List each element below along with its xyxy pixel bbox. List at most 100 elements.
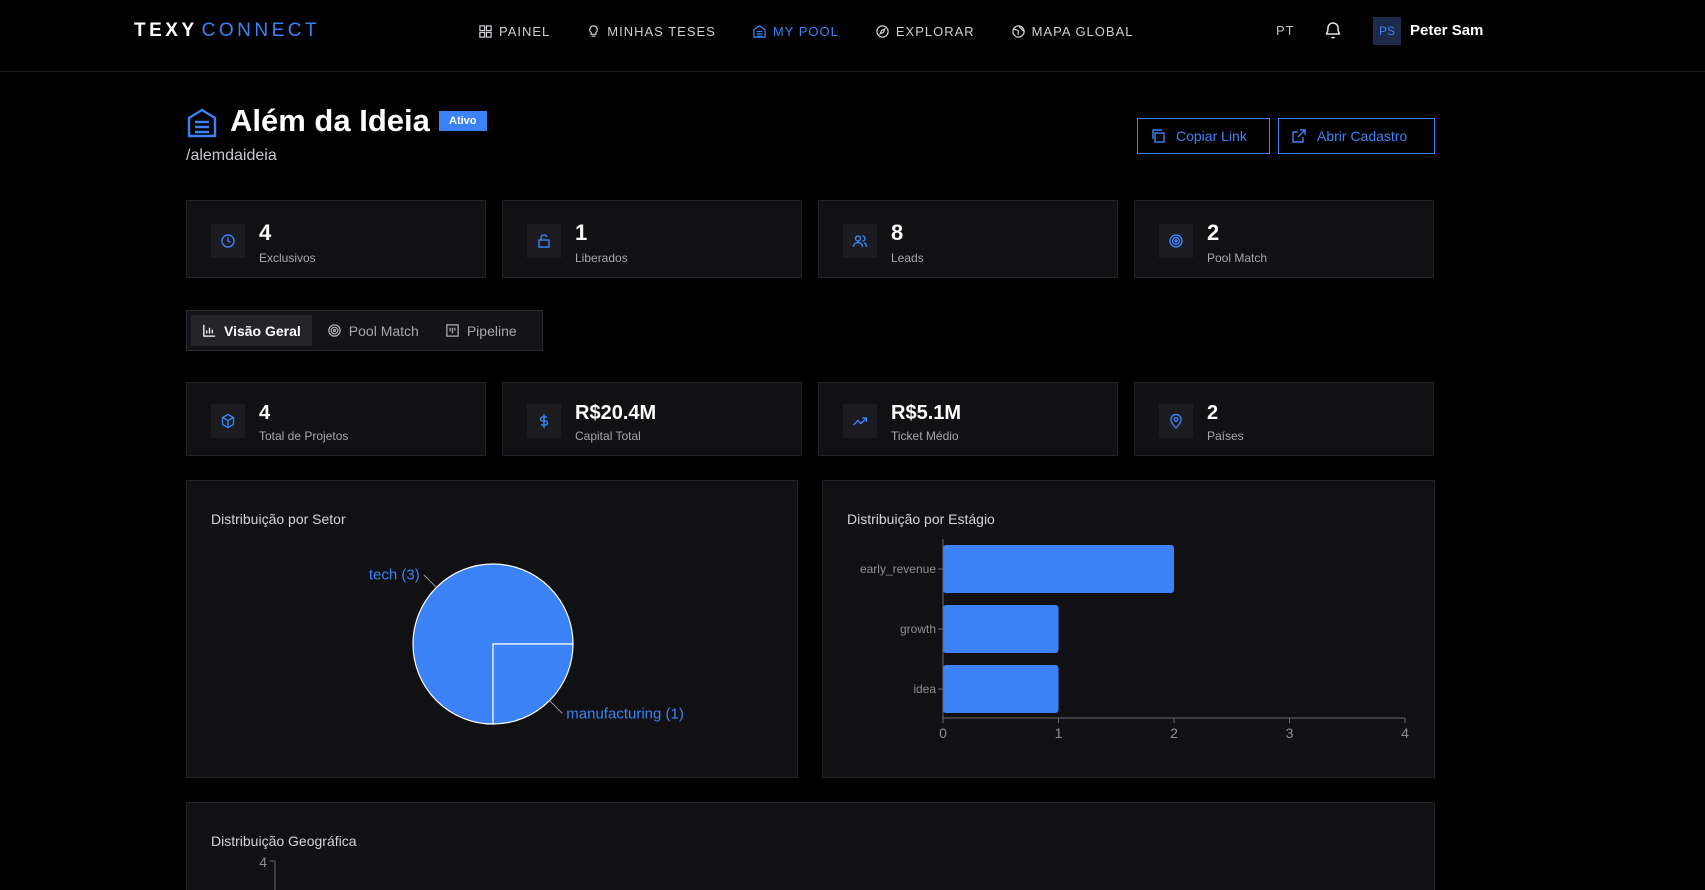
dollar-icon [539,414,549,428]
metric-label: Capital Total [575,429,641,443]
user-name[interactable]: Peter Sam [1410,22,1484,39]
bell-icon[interactable] [1324,20,1342,40]
metric-card-ticket-medio: R$5.1M Ticket Médio [818,382,1118,456]
metric-value: 2 [1207,402,1219,424]
open-register-button[interactable]: Abrir Cadastro [1278,118,1435,154]
clock-icon [221,234,235,248]
building-icon [187,108,217,138]
tab-label: Visão Geral [224,322,301,339]
stat-value: 8 [891,220,904,245]
stat-card-exclusivos: 4 Exclusivos [186,200,486,278]
metric-label: Total de Projetos [259,429,349,443]
stat-card-pool-match: 2 Pool Match [1134,200,1434,278]
brand-secondary: CONNECT [201,20,321,41]
x-tick-label: 1 [1055,725,1063,741]
nav-minhas-teses-label: MINHAS TESES [607,23,716,39]
stat-icon-box [527,404,561,438]
tab-pool-match[interactable]: Pool Match [316,315,430,346]
copy-link-label: Copiar Link [1176,128,1247,144]
metric-value: R$5.1M [891,402,962,424]
nav-mapa-global[interactable]: MAPA GLOBAL [1011,20,1134,42]
kanban-icon [446,324,459,337]
nav-painel[interactable]: PAINEL [478,20,550,42]
grid-icon [479,24,492,38]
main-nav: PAINEL MINHAS TESES MY POOL EXPLORAR MAP… [478,20,1133,42]
tab-label: Pool Match [348,322,419,339]
stat-label: Leads [891,251,924,265]
nav-explorar-label: EXPLORAR [895,23,975,39]
pie-slice-manufacturing[interactable] [492,643,574,725]
y-tick-label-growth: growth [900,622,936,636]
metric-label: Países [1207,429,1244,443]
lightbulb-icon [589,24,599,37]
metric-value: 4 [259,402,271,424]
pie-label-tech: tech (3) [369,567,420,584]
geo-chart-title: Distribuição Geográfica [211,833,357,849]
metric-card-total-projetos: 4 Total de Projetos [186,382,486,456]
status-badge: Ativo [439,111,487,131]
copy-link-button[interactable]: Copiar Link [1137,118,1270,154]
nav-painel-label: PAINEL [499,23,551,39]
stat-icon-box [843,224,877,258]
copy-icon [1152,129,1165,143]
nav-explorar[interactable]: EXPLORAR [875,20,975,42]
pie-leader-line [423,574,437,588]
page-title: Além da Ideia [230,103,430,138]
language-switcher[interactable]: PT [1276,23,1295,38]
stat-icon-box [1159,404,1193,438]
metric-card-paises: 2 Países [1134,382,1434,456]
map-pin-icon [1170,413,1182,429]
tab-pipeline[interactable]: Pipeline [434,315,528,346]
trending-up-icon [853,417,868,426]
sector-chart-panel: Distribuição por Setor tech (3) manufactu… [186,480,798,778]
stage-chart-title: Distribuição por Estágio [847,511,995,527]
pool-slug: /alemdaideia [186,147,277,164]
bar-growth[interactable] [943,605,1059,653]
sector-chart-title: Distribuição por Setor [211,511,346,527]
building-icon [753,24,766,38]
x-tick-label: 4 [1401,725,1409,741]
unlock-icon [538,234,550,248]
stat-label: Exclusivos [259,251,316,265]
view-tabs: Visão Geral Pool Match Pipeline [186,310,543,351]
metric-label: Ticket Médio [891,429,959,443]
x-tick-label: 2 [1170,725,1178,741]
pie-label-manufacturing: manufacturing (1) [566,705,684,722]
brand-logo[interactable]: TEXY CONNECT [134,20,320,42]
bar-early_revenue[interactable] [943,545,1174,593]
nav-mapa-global-label: MAPA GLOBAL [1031,23,1134,39]
stat-icon-box [211,404,245,438]
stat-label: Liberados [575,251,628,265]
stat-value: 1 [575,220,588,245]
metric-value: R$20.4M [575,402,657,424]
geo-y-tick-label: 4 [259,854,267,870]
target-icon [1169,234,1183,248]
target-icon [328,324,341,337]
y-tick-label-early_revenue: early_revenue [860,562,936,576]
stat-value: 4 [259,220,272,245]
stat-value: 2 [1207,220,1220,245]
x-tick-label: 3 [1286,725,1294,741]
stat-card-liberados: 1 Liberados [502,200,802,278]
y-tick-label-idea: idea [913,682,936,696]
geo-bar-chart: 4 [259,854,276,890]
metric-card-capital-total: R$20.4M Capital Total [502,382,802,456]
pie-leader-line [549,700,563,714]
bar-idea[interactable] [943,665,1059,713]
stat-icon-box [527,224,561,258]
brand-primary: TEXY [134,20,198,41]
stat-icon-box [211,224,245,258]
globe-icon [1011,24,1025,38]
open-register-label: Abrir Cadastro [1317,128,1408,144]
nav-minhas-teses[interactable]: MINHAS TESES [586,20,716,42]
avatar[interactable]: PS [1373,17,1401,45]
stat-card-leads: 8 Leads [818,200,1118,278]
tab-label: Pipeline [466,322,517,339]
tab-visao-geral[interactable]: Visão Geral [191,315,312,346]
nav-my-pool[interactable]: MY POOL [752,20,839,42]
x-tick-label: 0 [939,725,947,741]
compass-icon [876,24,889,38]
bar-chart-icon [203,324,216,337]
